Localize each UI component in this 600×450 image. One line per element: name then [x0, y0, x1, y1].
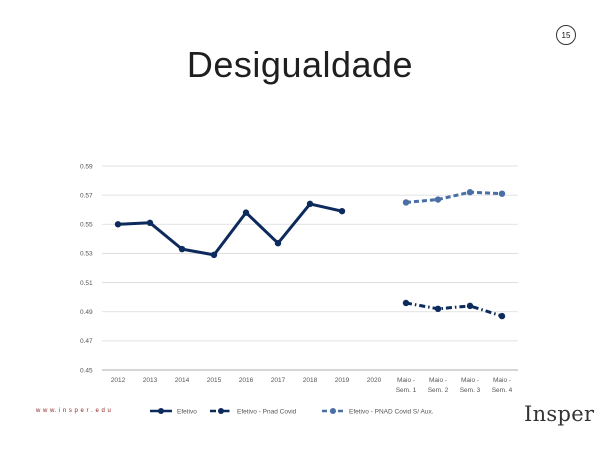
data-point	[434, 305, 442, 312]
x-tick-label: Maio -Sem. 4	[492, 377, 513, 394]
x-tick-label: 2015	[207, 377, 222, 384]
y-tick-label: 0.53	[80, 251, 93, 258]
data-point	[466, 189, 474, 196]
series-line-2	[405, 190, 503, 204]
legend-swatch-marker	[218, 408, 224, 414]
legend-label: Efetivo	[177, 408, 197, 415]
data-point	[210, 251, 218, 259]
data-point	[114, 221, 122, 228]
data-point	[402, 199, 410, 206]
y-tick-label: 0.57	[80, 192, 93, 199]
website-url: w w w. i n s p e r . e d u	[36, 408, 112, 414]
data-point	[466, 302, 474, 310]
data-point	[338, 207, 346, 215]
x-tick-label: 2013	[143, 377, 158, 384]
data-point	[498, 312, 506, 320]
slide-title: Desigualdade	[186, 44, 414, 85]
y-tick-label: 0.49	[80, 309, 93, 316]
x-tick-label: 2016	[239, 377, 254, 384]
y-tick-label: 0.59	[80, 163, 93, 170]
x-tick-label: Maio -Sem. 1	[396, 377, 417, 394]
data-point	[178, 245, 186, 253]
y-tick-label: 0.55	[80, 222, 93, 229]
y-tick-label: 0.51	[80, 280, 93, 287]
data-point	[306, 200, 314, 208]
x-tick-label: 2019	[335, 377, 350, 384]
y-tick-label: 0.45	[80, 367, 93, 374]
x-tick-label: Maio -Sem. 3	[460, 377, 481, 394]
legend-swatch-marker	[158, 408, 164, 414]
x-tick-label: 2017	[271, 377, 286, 384]
x-tick-label: 2012	[111, 377, 126, 384]
page-number-badge: 15	[556, 25, 576, 45]
x-tick-label: 2018	[303, 377, 318, 384]
y-tick-label: 0.47	[80, 338, 93, 345]
series-line-1	[405, 301, 503, 318]
insper-logo: Insper	[524, 402, 595, 426]
data-point	[242, 209, 250, 216]
series-line-0	[117, 202, 343, 257]
x-tick-label: 2020	[367, 377, 382, 384]
legend-swatch-marker	[330, 408, 336, 414]
legend-label: Efetivo - PNAD Covid S/ Aux.	[349, 408, 434, 415]
data-point	[402, 299, 410, 307]
x-tick-label: Maio -Sem. 2	[428, 377, 449, 394]
data-point	[274, 240, 282, 247]
x-tick-label: 2014	[175, 377, 190, 384]
data-point	[146, 219, 154, 227]
legend-label: Efetivo - Pnad Covid	[237, 408, 297, 415]
data-point	[498, 190, 506, 197]
data-point	[434, 196, 442, 203]
